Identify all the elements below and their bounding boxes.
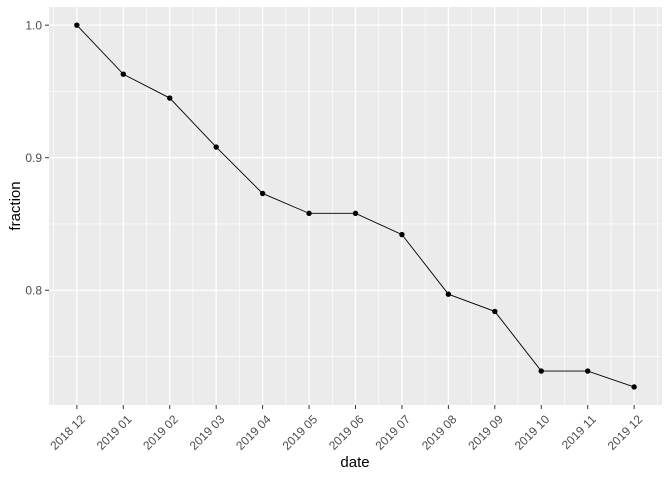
x-tick-label: 2019 07 xyxy=(372,412,413,453)
y-tick-label: 0.9 xyxy=(25,151,42,165)
data-point xyxy=(445,291,452,297)
data-point xyxy=(538,368,544,374)
x-tick-label: 2019 03 xyxy=(187,412,228,453)
x-tick-label: 2019 12 xyxy=(605,412,646,453)
data-point xyxy=(492,308,498,315)
x-tick-label: 2019 01 xyxy=(94,412,135,453)
x-tick-label: 2019 05 xyxy=(280,412,321,453)
data-point xyxy=(631,384,637,390)
x-tick-label: 2019 09 xyxy=(465,412,506,453)
y-tick-label: 0.8 xyxy=(25,283,42,297)
data-point xyxy=(259,190,266,197)
x-tick-label: 2019 08 xyxy=(419,412,460,453)
x-axis-title: date xyxy=(340,454,369,471)
x-tick-label: 2019 06 xyxy=(326,412,367,453)
x-tick-label: 2019 10 xyxy=(512,412,553,453)
x-tick-label: 2019 04 xyxy=(233,412,274,453)
data-point xyxy=(584,368,591,374)
data-point xyxy=(306,210,312,217)
x-tick-label: 2019 02 xyxy=(140,412,181,453)
x-tick-label: 2018 12 xyxy=(47,412,88,453)
data-point xyxy=(213,144,219,150)
data-point xyxy=(74,22,80,28)
x-tick-label: 2019 11 xyxy=(559,412,599,452)
data-point xyxy=(120,71,127,77)
data-point xyxy=(352,210,359,217)
data-point xyxy=(399,231,405,238)
y-tick-label: 1.0 xyxy=(25,18,42,32)
data-point xyxy=(167,95,173,101)
y-axis-title: fraction xyxy=(7,181,24,230)
